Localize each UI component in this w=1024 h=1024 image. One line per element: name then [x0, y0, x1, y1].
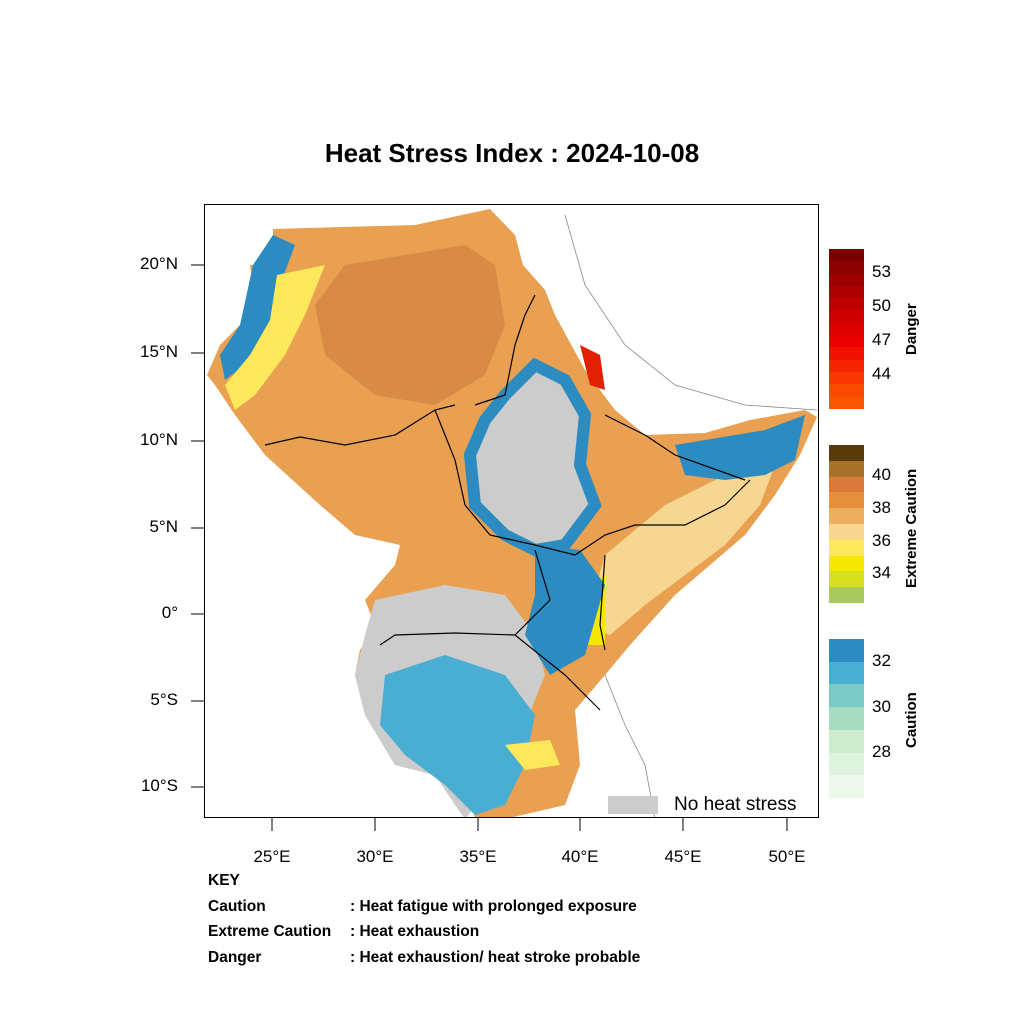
- no-stress-swatch: [608, 796, 658, 814]
- colorbar-tick-label: 53: [872, 262, 891, 281]
- colorbar-danger-segment: [829, 285, 864, 299]
- tanzania-caution: [380, 655, 535, 815]
- no-stress-label: No heat stress: [674, 794, 797, 815]
- key-term-caution: Caution: [208, 897, 266, 915]
- lon-label-30e: 30°E: [356, 847, 394, 866]
- highlands-caution-edge: [463, 357, 602, 557]
- sahara-hot-zone: [315, 245, 505, 405]
- lon-label-35e: 35°E: [459, 847, 497, 866]
- colorbar-tick-label: 47: [872, 330, 891, 349]
- colorbar-extreme-caution-segment: [829, 587, 864, 604]
- lat-label-10n: 10°N: [140, 430, 178, 449]
- no-stress-legend: No heat stress: [608, 794, 797, 816]
- key-row-caution: Caution : Heat fatigue with prolonged ex…: [208, 894, 640, 920]
- colorbar-extreme-caution-segment: [829, 555, 864, 572]
- colorbar-tick-label: 38: [872, 498, 891, 517]
- colorbar-tick-label: 36: [872, 531, 891, 550]
- western-yellow-band: [225, 265, 325, 410]
- colorbar-danger-segment: [829, 347, 864, 361]
- colorbar-danger-segment: [829, 384, 864, 398]
- lat-label-5n: 5°N: [149, 517, 178, 536]
- colorbar-danger-segment: [829, 298, 864, 312]
- colorbar-tick-label: 34: [872, 563, 891, 582]
- colorbar-caution-segment: [829, 661, 864, 685]
- colorbar-extreme-caution-segment: [829, 508, 864, 525]
- colorbar-extreme-caution-segment: [829, 524, 864, 541]
- colorbar-extreme-caution-segment: [829, 571, 864, 588]
- colorbar-danger-segment: [829, 396, 864, 410]
- colorbar-danger-segment: [829, 310, 864, 324]
- colorbar-caution-segment: [829, 684, 864, 708]
- map-title: Heat Stress Index : 2024-10-08: [324, 138, 700, 168]
- key-row-danger: Danger : Heat exhaustion/ heat stroke pr…: [208, 945, 640, 971]
- colorbar-danger-segment: [829, 249, 864, 262]
- colorbar-extreme-caution-segment: [829, 476, 864, 493]
- colorbar-title: Caution: [903, 692, 920, 749]
- lon-label-50e: 50°E: [768, 847, 806, 866]
- key-block: KEY Caution : Heat fatigue with prolonge…: [208, 868, 640, 970]
- colorbar-tick-label: 32: [872, 651, 891, 670]
- key-desc-danger: : Heat exhaustion/ heat stroke probable: [350, 948, 641, 966]
- colorbar-danger-segment: [829, 322, 864, 336]
- lat-label-0: 0°: [161, 603, 178, 622]
- colorbar-extreme-caution-segment: [829, 539, 864, 557]
- lon-label-45e: 45°E: [664, 847, 702, 866]
- colorbar-extreme-caution-segment: [829, 445, 864, 462]
- lat-label-10s: 10°S: [140, 776, 178, 795]
- colorbar-danger-segment: [829, 359, 864, 373]
- highlands-no-stress: [470, 365, 595, 550]
- heat-stress-map: [207, 209, 818, 817]
- colorbar-caution-segment: [829, 729, 864, 754]
- key-term-extreme-caution: Extreme Caution: [208, 923, 332, 940]
- colorbar-caution-segment: [829, 775, 864, 799]
- red-sea-coast-danger: [580, 345, 605, 390]
- lat-label-20n: 20°N: [140, 254, 178, 273]
- key-heading: KEY: [208, 872, 240, 889]
- lat-label-15n: 15°N: [140, 342, 178, 361]
- colorbar-title: Danger: [903, 302, 920, 355]
- colorbar-caution-segment: [829, 707, 864, 731]
- lon-label-40e: 40°E: [561, 847, 599, 866]
- lat-label-5s: 5°S: [150, 690, 178, 709]
- colorbar-tick-label: 50: [872, 296, 891, 315]
- kenya-coast-caution: [525, 545, 605, 675]
- colorbar-tick-label: 40: [872, 465, 891, 484]
- coastlines: [564, 214, 818, 817]
- colorbar-tick-label: 28: [872, 742, 891, 761]
- colorbar-danger-segment: [829, 372, 864, 385]
- colorbar-extreme-caution-segment: [829, 492, 864, 509]
- western-caution-band: [220, 235, 295, 380]
- colorbar-tick-label: 44: [872, 364, 891, 383]
- colorbar-danger-segment: [829, 273, 864, 287]
- key-term-danger: Danger: [208, 948, 262, 966]
- key-desc-caution: : Heat fatigue with prolonged exposure: [350, 897, 637, 915]
- country-borders: [264, 294, 751, 711]
- colorbar-danger-segment: [829, 335, 864, 348]
- map-plot-area: [204, 204, 819, 818]
- colorbar-tick-label: 30: [872, 697, 891, 716]
- colorbar-extreme-caution-segment: [829, 460, 864, 478]
- horn-caution: [675, 415, 805, 480]
- key-row-extreme-caution: Extreme Caution : Heat exhaustion: [208, 919, 640, 945]
- colorbar-caution-segment: [829, 752, 864, 776]
- key-desc-extreme-caution: : Heat exhaustion: [350, 923, 480, 940]
- colorbar-caution-segment: [829, 639, 864, 663]
- colorbar-danger-segment: [829, 261, 864, 275]
- colorbar-title: Extreme Caution: [903, 468, 920, 588]
- lon-label-25e: 25°E: [253, 847, 291, 866]
- somalia-hot-zone: [585, 465, 775, 635]
- southern-coast-yellow: [505, 740, 560, 770]
